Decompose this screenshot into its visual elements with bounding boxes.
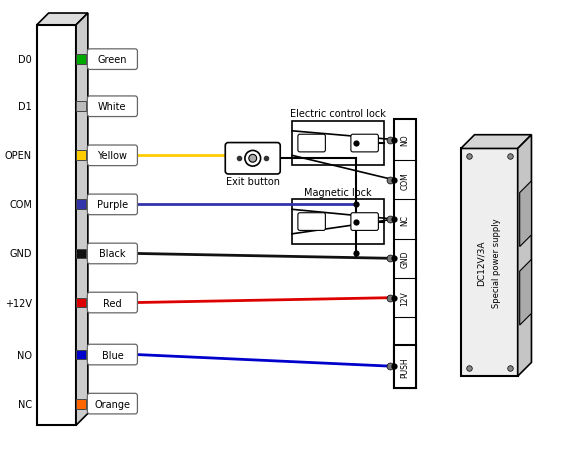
Text: NO: NO — [401, 134, 409, 146]
Text: +: + — [365, 137, 376, 151]
Polygon shape — [37, 14, 88, 26]
Text: Purple: Purple — [97, 200, 128, 210]
Bar — [394, 345, 416, 388]
Polygon shape — [76, 14, 88, 425]
Text: White: White — [98, 102, 127, 112]
Polygon shape — [518, 135, 531, 376]
Polygon shape — [520, 260, 531, 325]
Bar — [76, 249, 86, 259]
Bar — [76, 399, 86, 409]
Bar — [292, 200, 384, 244]
Circle shape — [245, 151, 261, 167]
FancyBboxPatch shape — [87, 195, 138, 215]
FancyBboxPatch shape — [298, 135, 325, 152]
Bar — [394, 120, 416, 388]
Bar — [76, 102, 86, 112]
Text: D0: D0 — [18, 55, 32, 65]
Text: Red: Red — [103, 298, 122, 308]
Bar — [76, 200, 86, 210]
Bar — [76, 298, 86, 308]
Circle shape — [249, 155, 257, 163]
FancyBboxPatch shape — [351, 135, 379, 152]
Bar — [76, 151, 86, 161]
Text: -: - — [303, 137, 308, 151]
Text: +12V: +12V — [5, 298, 32, 308]
Text: Yellow: Yellow — [98, 151, 127, 161]
Text: NC: NC — [401, 214, 409, 225]
Text: Green: Green — [98, 55, 127, 65]
FancyBboxPatch shape — [87, 393, 138, 414]
Polygon shape — [461, 135, 531, 149]
Text: Electric control lock: Electric control lock — [290, 109, 386, 119]
Text: GND: GND — [401, 250, 409, 267]
FancyBboxPatch shape — [351, 213, 379, 231]
Text: Magnetic lock: Magnetic lock — [305, 187, 372, 197]
Text: 12V: 12V — [401, 290, 409, 305]
Text: Special power supply: Special power supply — [492, 218, 501, 308]
Text: NO: NO — [17, 350, 32, 360]
Bar — [292, 122, 384, 166]
Text: COM: COM — [9, 200, 32, 210]
FancyBboxPatch shape — [298, 213, 325, 231]
Text: PUSH: PUSH — [401, 356, 409, 377]
Bar — [76, 55, 86, 65]
Bar — [76, 350, 86, 359]
Text: -: - — [303, 215, 308, 229]
Text: DC12V/3A: DC12V/3A — [476, 240, 485, 285]
FancyBboxPatch shape — [225, 143, 280, 175]
Text: COM: COM — [401, 171, 409, 189]
Bar — [461, 149, 518, 376]
Text: +: + — [365, 215, 376, 229]
Text: Orange: Orange — [94, 399, 131, 409]
Text: OPEN: OPEN — [5, 151, 32, 161]
Polygon shape — [520, 181, 531, 247]
FancyBboxPatch shape — [87, 97, 138, 117]
Text: Black: Black — [99, 249, 125, 259]
FancyBboxPatch shape — [87, 50, 138, 70]
Bar — [37, 26, 76, 425]
FancyBboxPatch shape — [87, 345, 138, 365]
FancyBboxPatch shape — [87, 244, 138, 264]
Text: NC: NC — [18, 399, 32, 409]
Text: D1: D1 — [18, 102, 32, 112]
Text: Exit button: Exit button — [226, 176, 280, 186]
Text: Blue: Blue — [102, 350, 123, 360]
FancyBboxPatch shape — [87, 146, 138, 166]
Text: GND: GND — [9, 249, 32, 259]
FancyBboxPatch shape — [87, 293, 138, 313]
